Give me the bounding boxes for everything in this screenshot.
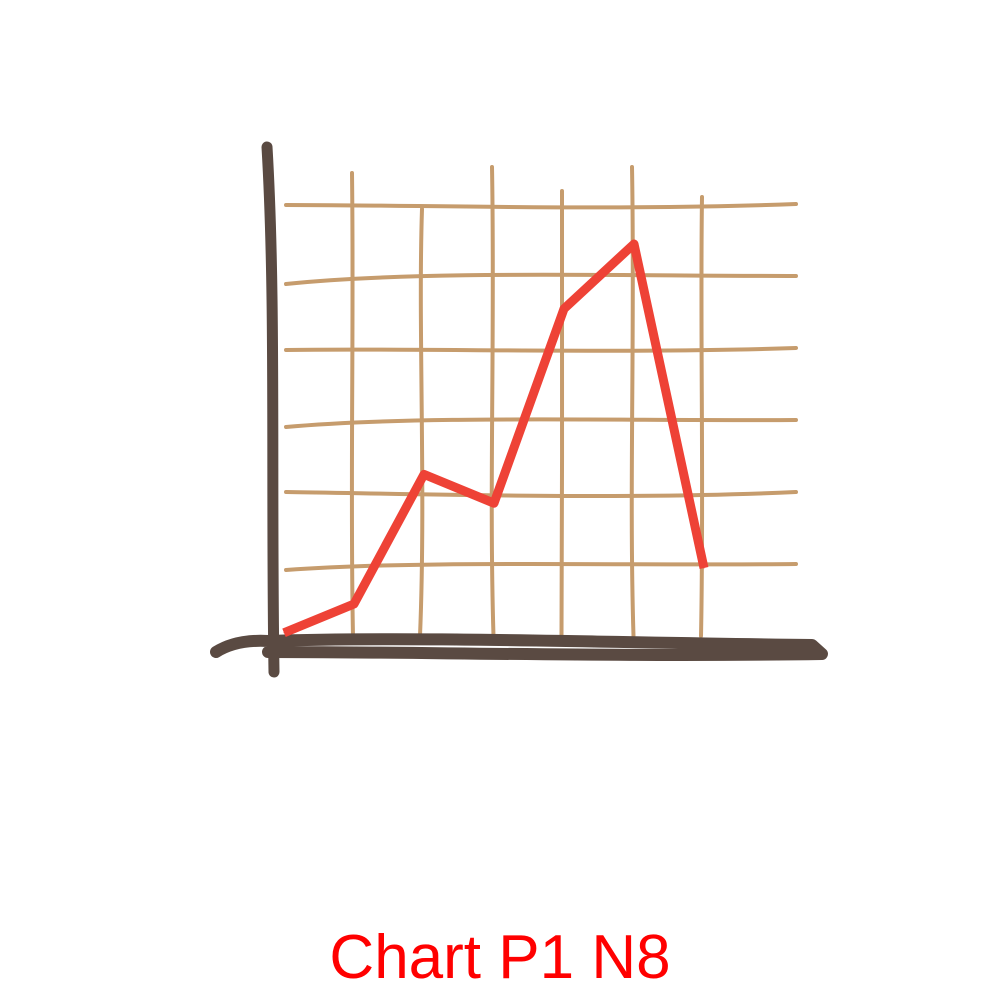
grid-line-vertical — [629, 165, 636, 638]
grid-line-vertical — [489, 165, 496, 638]
y-axis — [261, 141, 280, 678]
grid-line-vertical — [559, 189, 565, 638]
data-point — [633, 243, 635, 245]
grid-line-horizontal — [284, 272, 798, 286]
data-point — [493, 502, 495, 504]
grid-line-horizontal — [284, 417, 798, 429]
data-point — [283, 632, 285, 634]
chart-grid — [284, 165, 798, 638]
data-point — [423, 473, 425, 475]
chart-series — [282, 239, 709, 637]
grid-line-horizontal — [284, 202, 798, 210]
chart-axes — [210, 141, 828, 678]
data-point — [353, 603, 355, 605]
x-axis — [210, 633, 828, 661]
data-point — [563, 308, 565, 310]
grid-line-horizontal — [284, 490, 798, 499]
grid-line-vertical — [418, 207, 425, 638]
grid-line-vertical — [349, 171, 355, 638]
grid-line-horizontal — [284, 562, 798, 572]
data-point — [703, 567, 705, 569]
grid-line-horizontal — [284, 346, 798, 353]
grid-line-vertical — [699, 195, 705, 638]
chart-caption: Chart P1 N8 — [329, 923, 671, 992]
